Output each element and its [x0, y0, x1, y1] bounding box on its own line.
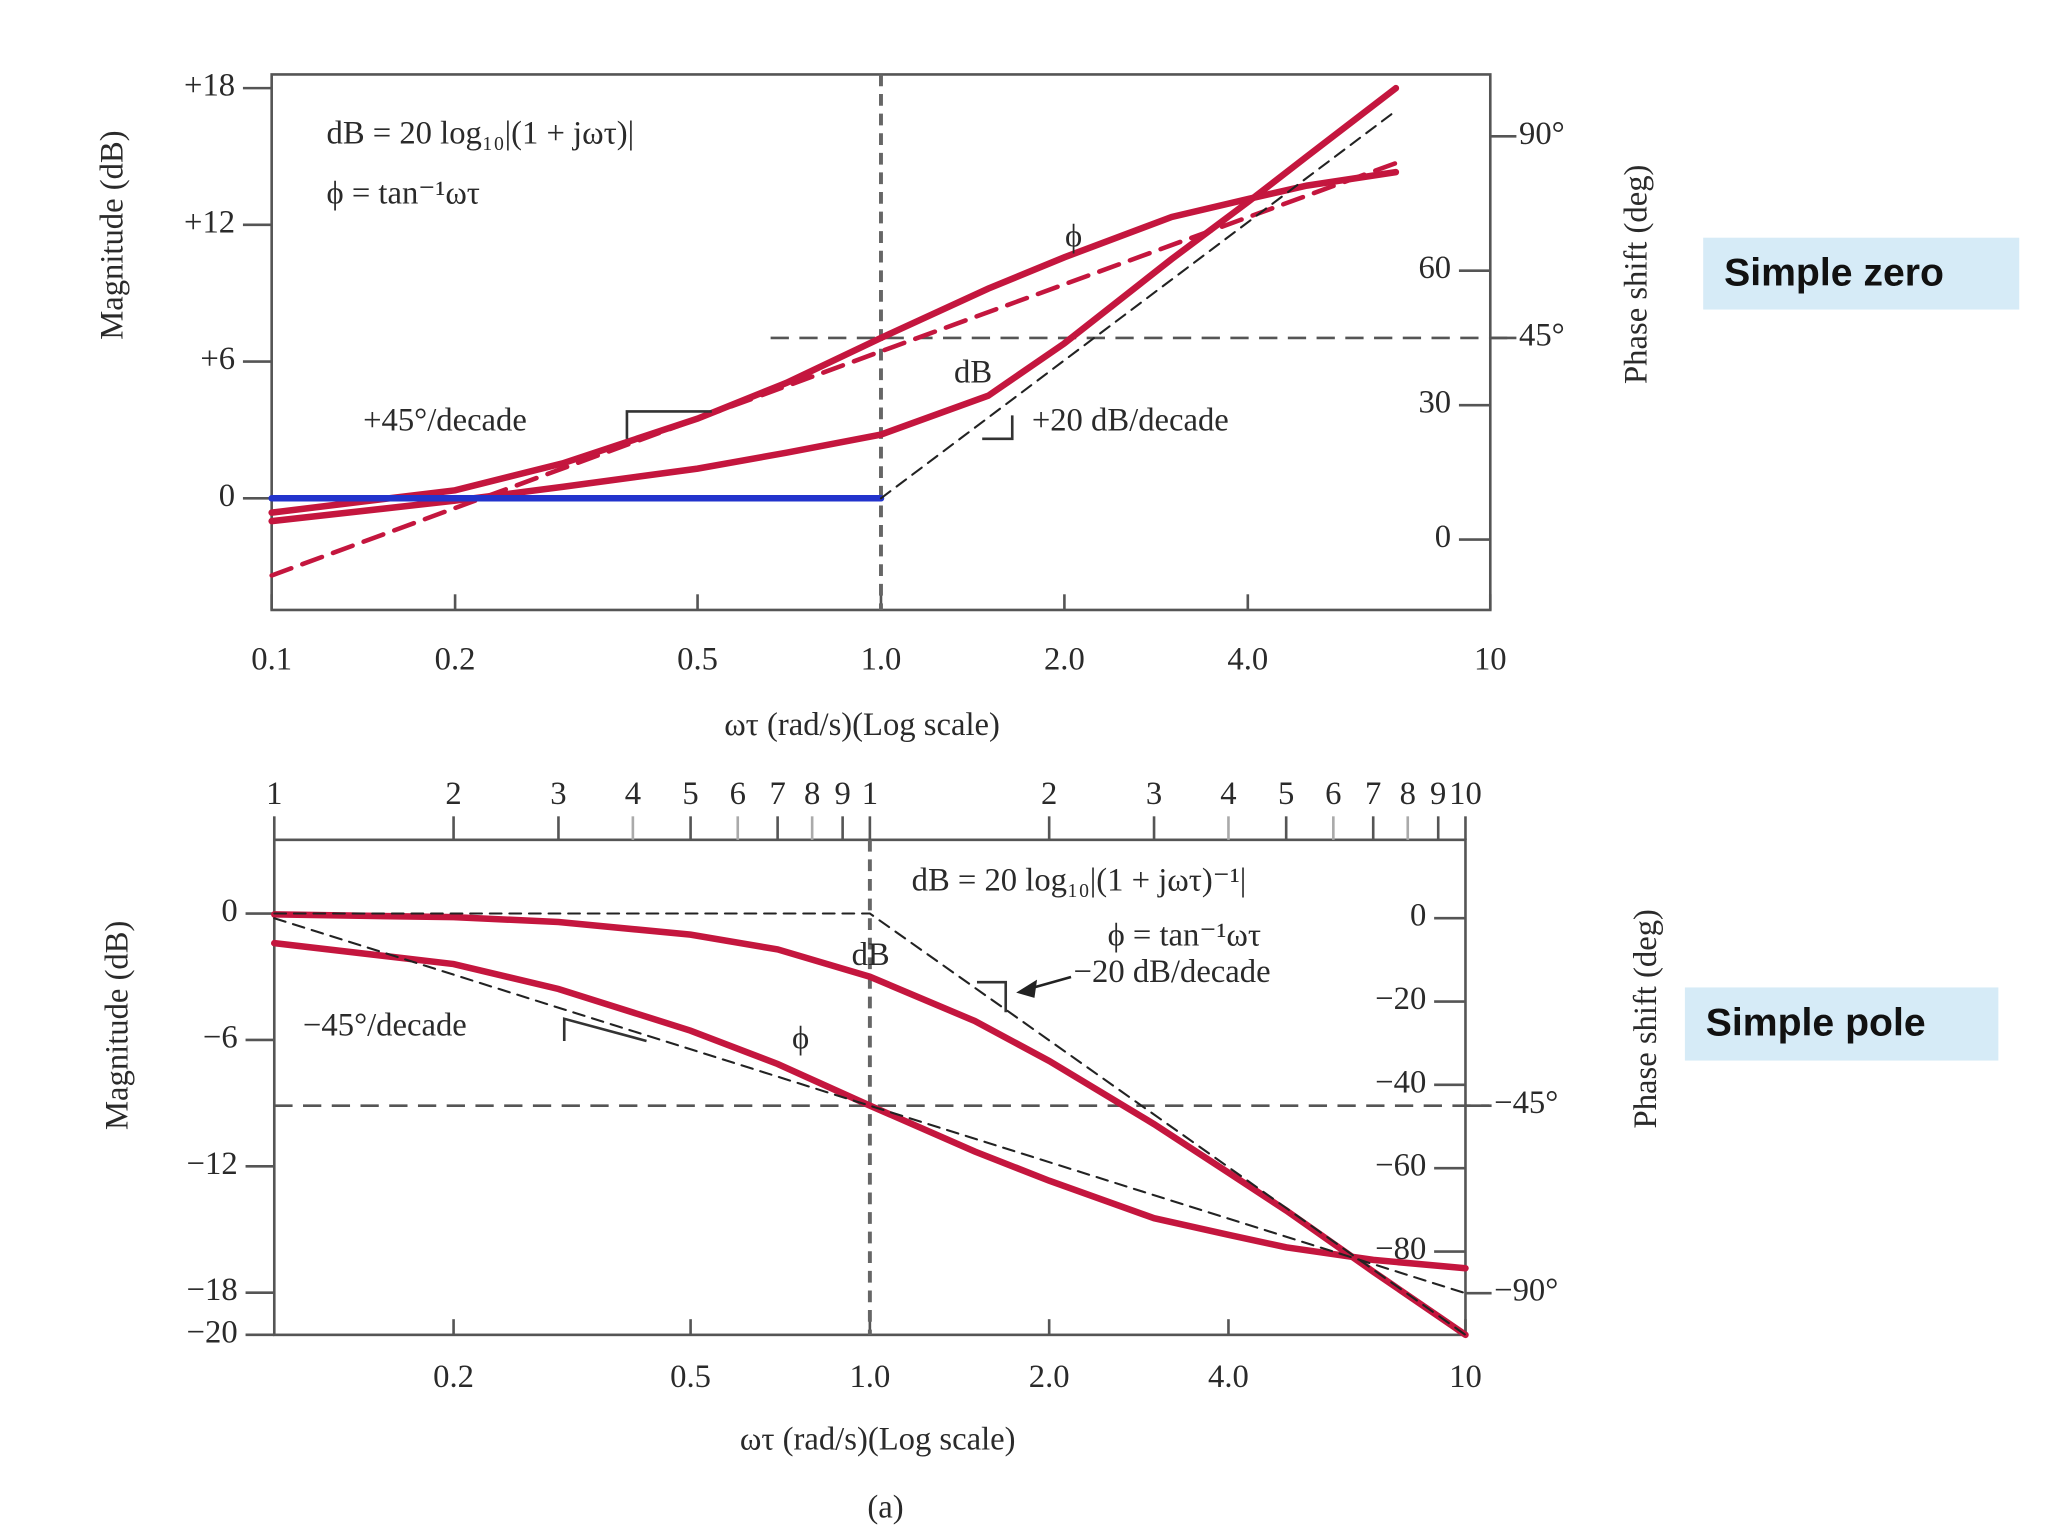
series-line [271, 939, 1469, 1272]
y-tick-label: −6 [203, 1019, 238, 1055]
x2-tick-label: 1 [266, 776, 282, 812]
x-tick-label: 0.2 [435, 642, 476, 678]
y2-tick-label: 45° [1519, 317, 1565, 353]
series-line [268, 168, 1400, 516]
y-tick-label: 0 [221, 893, 237, 929]
y-tick-label: +6 [200, 341, 235, 377]
x2-tick-label: 8 [1400, 776, 1416, 812]
annotation: +45°/decade [363, 403, 527, 439]
x-axis-title: ωτ (rad/s)(Log scale) [724, 707, 1000, 743]
y2-tick-label: −90° [1494, 1273, 1558, 1309]
x2-tick-label: 1 [862, 776, 878, 812]
x2-tick-label: 8 [804, 776, 820, 812]
annotation: ϕ [792, 1020, 809, 1056]
x-tick-label: 1.0 [849, 1359, 890, 1395]
side-label-box [1684, 987, 1999, 1061]
x-tick-label: 1.0 [861, 642, 902, 678]
y2-axis-title: Phase shift (deg) [1628, 909, 1664, 1128]
annotation: +20 dB/decade [1032, 403, 1229, 439]
x-tick-label: 4.0 [1227, 642, 1268, 678]
y-axis-title: Magnitude (dB) [94, 130, 130, 339]
y2-tick-label: −20 [1375, 981, 1426, 1017]
x2-tick-label: 4 [625, 776, 641, 812]
x-tick-label: 2.0 [1044, 642, 1085, 678]
x2-tick-label: 6 [1325, 776, 1341, 812]
y2-tick-label: 0 [1435, 519, 1451, 555]
y2-tick-label: 0 [1410, 898, 1426, 934]
annotation-marker [976, 980, 1008, 1013]
x-tick-label: 0.5 [670, 1359, 711, 1395]
series-line [879, 109, 1397, 500]
annotation: ϕ = tan⁻¹ωτ [1108, 917, 1261, 953]
x-tick-label: 4.0 [1208, 1359, 1249, 1395]
y2-tick-label: −40 [1375, 1064, 1426, 1100]
side-label: Simple pole [1706, 1002, 1926, 1045]
x2-tick-label: 7 [769, 776, 785, 812]
annotation-marker [1028, 975, 1072, 990]
x2-tick-label: 9 [1430, 776, 1446, 812]
annotation-marker [1016, 979, 1038, 998]
annotation: dB [852, 937, 890, 973]
annotation: dB [954, 354, 992, 390]
x2-tick-label: 5 [682, 776, 698, 812]
annotation-marker [562, 1017, 647, 1043]
side-label-box [1703, 237, 2020, 310]
x-tick-label: 2.0 [1029, 1359, 1070, 1395]
x2-tick-label: 2 [1041, 776, 1057, 812]
y-tick-label: +12 [184, 204, 235, 240]
y-tick-label: 0 [219, 478, 235, 514]
x2-tick-label: 3 [1146, 776, 1162, 812]
x-tick-label: 0.1 [251, 642, 292, 678]
y-tick-label: −18 [187, 1272, 238, 1308]
x2-tick-label: 10 [1449, 776, 1482, 812]
y-axis-title: Magnitude (dB) [100, 921, 136, 1130]
caption: (a) [867, 1489, 903, 1525]
y2-tick-label: 30 [1418, 385, 1451, 421]
x2-tick-label: 5 [1278, 776, 1294, 812]
series-line [273, 917, 1467, 1295]
x-tick-label: 10 [1449, 1359, 1482, 1395]
x2-tick-label: 9 [834, 776, 850, 812]
y2-axis-title: Phase shift (deg) [1619, 165, 1655, 384]
annotation: ϕ [1065, 219, 1082, 255]
x-tick-label: 0.5 [677, 642, 718, 678]
y-tick-label: −12 [187, 1146, 238, 1182]
x-tick-label: 0.2 [433, 1359, 474, 1395]
y2-tick-label: 90° [1519, 116, 1565, 152]
side-label: Simple zero [1724, 251, 1944, 294]
annotation: dB = 20 log₁₀|(1 + jωτ)| [327, 115, 635, 151]
x-axis-title: ωτ (rad/s)(Log scale) [740, 1421, 1016, 1457]
x2-tick-label: 7 [1365, 776, 1381, 812]
series-line [268, 84, 1400, 525]
series-line [271, 911, 1469, 1339]
annotation: dB = 20 log₁₀|(1 + jωτ)⁻¹| [912, 862, 1247, 898]
x2-tick-label: 3 [550, 776, 566, 812]
x-tick-label: 10 [1474, 642, 1507, 678]
x2-tick-label: 6 [730, 776, 746, 812]
y2-tick-label: 60 [1418, 250, 1451, 286]
annotation: ϕ = tan⁻¹ωτ [327, 175, 480, 211]
series-line [273, 912, 1467, 1336]
series-line [269, 160, 1399, 578]
x2-tick-label: 2 [445, 776, 461, 812]
annotation-marker [982, 415, 1014, 441]
y2-tick-label: −60 [1375, 1148, 1426, 1184]
y2-tick-label: −45° [1494, 1085, 1558, 1121]
annotation: −20 dB/decade [1074, 954, 1271, 990]
y-tick-label: −20 [187, 1314, 238, 1350]
x2-tick-label: 4 [1220, 776, 1236, 812]
y-tick-label: +18 [184, 68, 235, 104]
annotation: −45°/decade [303, 1007, 467, 1043]
annotation-marker [625, 410, 712, 439]
